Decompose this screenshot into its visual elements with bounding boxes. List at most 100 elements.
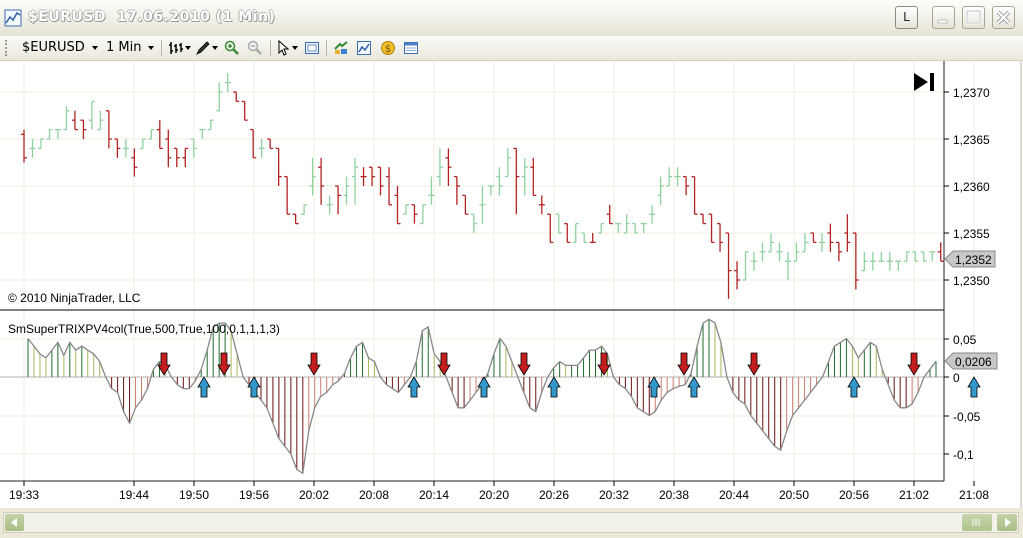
price-bar xyxy=(615,222,622,233)
copyright-text: © 2010 NinjaTrader, LLC xyxy=(8,291,141,305)
scrollbar-thumb[interactable] xyxy=(962,514,992,531)
drawing-tool-dropdown-icon[interactable] xyxy=(212,46,218,50)
zoom-out-icon[interactable] xyxy=(247,40,263,56)
price-bar xyxy=(691,175,698,215)
svg-text:$: $ xyxy=(385,44,391,55)
horizontal-scrollbar[interactable] xyxy=(3,512,1019,533)
scroll-to-end-icon[interactable] xyxy=(914,73,934,91)
price-bar xyxy=(207,119,214,131)
price-bar xyxy=(190,138,197,158)
strategies-icon[interactable] xyxy=(333,40,349,56)
toolbar-separator xyxy=(270,40,271,56)
price-bar xyxy=(852,232,859,290)
price-bar xyxy=(71,110,78,131)
close-icon xyxy=(996,10,1011,25)
time-tick-label: 19:44 xyxy=(119,488,149,502)
chart-trader-icon[interactable]: $ xyxy=(380,40,396,56)
current-indicator-label: 0,0206 xyxy=(955,355,992,369)
time-tick-label: 19:33 xyxy=(9,488,39,502)
price-bar xyxy=(759,242,766,262)
toolbar-grip[interactable] xyxy=(5,40,10,56)
price-bar xyxy=(878,251,885,262)
indicators-icon[interactable] xyxy=(356,40,372,56)
time-tick-label: 20:50 xyxy=(779,488,809,502)
instrument-selector[interactable]: $EURUSD xyxy=(22,40,85,55)
price-tick-label: 1,2360 xyxy=(953,180,990,194)
indicator-ticks: 0,05 0 -0,05 -0,1 xyxy=(944,333,981,462)
window-title: $EURUSD 17.06.2010 (1 Min) xyxy=(28,9,276,25)
indicator-tick-label: 0,05 xyxy=(953,333,977,347)
scroll-right-icon xyxy=(1005,518,1011,527)
price-ticks: 1,2370 1,2365 1,2360 1,2355 1,2350 xyxy=(944,86,990,288)
price-bar xyxy=(903,251,910,262)
chart-area[interactable]: © 2010 NinjaTrader, LLC SmSuperTRIXPV4co… xyxy=(0,61,1023,508)
price-bar xyxy=(513,147,520,215)
minimize-icon xyxy=(937,19,948,24)
chart-canvas[interactable]: © 2010 NinjaTrader, LLC SmSuperTRIXPV4co… xyxy=(0,61,1023,508)
price-bar xyxy=(801,233,808,253)
price-bar xyxy=(861,251,868,272)
instrument-dropdown-icon[interactable] xyxy=(92,46,98,50)
price-bar xyxy=(776,242,783,262)
toolbar-separator xyxy=(161,40,162,56)
pointer-dropdown-icon[interactable] xyxy=(292,46,298,50)
price-bar xyxy=(173,147,180,168)
price-bar xyxy=(810,232,817,244)
price-bar xyxy=(538,195,545,215)
price-bar xyxy=(818,233,825,252)
time-tick-label: 19:56 xyxy=(239,488,269,502)
price-bar xyxy=(419,204,426,225)
bar-type-icon[interactable] xyxy=(168,40,184,56)
price-bar xyxy=(318,157,325,205)
price-bar xyxy=(37,138,44,150)
scroll-right-button[interactable] xyxy=(997,514,1017,531)
price-bar xyxy=(700,213,707,225)
price-bar xyxy=(224,73,231,92)
price-bar xyxy=(258,139,265,158)
price-bar xyxy=(708,213,715,244)
minimize-button[interactable] xyxy=(932,6,955,29)
pointer-icon[interactable] xyxy=(276,40,292,56)
price-bar xyxy=(80,119,87,139)
interval-dropdown-icon[interactable] xyxy=(148,46,154,50)
price-bar xyxy=(530,157,537,197)
price-bar xyxy=(742,251,749,281)
price-bar xyxy=(784,251,791,280)
data-box-icon[interactable] xyxy=(304,40,320,56)
price-bar xyxy=(114,138,121,158)
interval-selector[interactable]: 1 Min xyxy=(106,40,142,55)
time-tick-label: 20:56 xyxy=(839,488,869,502)
price-bar xyxy=(233,91,240,103)
price-bar xyxy=(462,194,469,215)
price-bar xyxy=(632,222,639,234)
price-bar xyxy=(275,147,282,186)
properties-icon[interactable] xyxy=(403,40,419,56)
price-bar xyxy=(623,214,630,234)
price-bar xyxy=(241,100,248,121)
scroll-left-button[interactable] xyxy=(5,514,24,531)
price-bar xyxy=(156,120,163,150)
time-tick-label: 20:20 xyxy=(479,488,509,502)
bar-type-dropdown-icon[interactable] xyxy=(185,46,191,50)
price-bar xyxy=(504,148,511,178)
price-bar xyxy=(63,106,70,131)
indicator-tick-label: -0,05 xyxy=(953,410,981,424)
price-bar xyxy=(572,222,579,244)
price-bar xyxy=(105,110,112,149)
link-button[interactable]: L xyxy=(895,6,918,29)
price-bar xyxy=(29,139,36,158)
maximize-button[interactable] xyxy=(962,6,985,29)
price-bar xyxy=(767,233,774,253)
grid-layer xyxy=(0,61,975,481)
price-bar xyxy=(657,176,664,205)
price-bar xyxy=(666,167,673,187)
time-axis: 19:33 19:44 19:50 19:56 20:02 20:08 20:14 20:20… xyxy=(9,481,989,502)
time-tick-label: 20:08 xyxy=(359,488,389,502)
zoom-in-icon[interactable] xyxy=(224,40,240,56)
sell-arrow xyxy=(157,352,171,376)
drawing-tool-icon[interactable] xyxy=(195,40,211,56)
close-button[interactable] xyxy=(992,6,1015,29)
price-bar xyxy=(547,213,554,244)
time-tick-label: 20:02 xyxy=(299,488,329,502)
window-titlebar[interactable]: $EURUSD 17.06.2010 (1 Min) L xyxy=(0,0,1023,37)
